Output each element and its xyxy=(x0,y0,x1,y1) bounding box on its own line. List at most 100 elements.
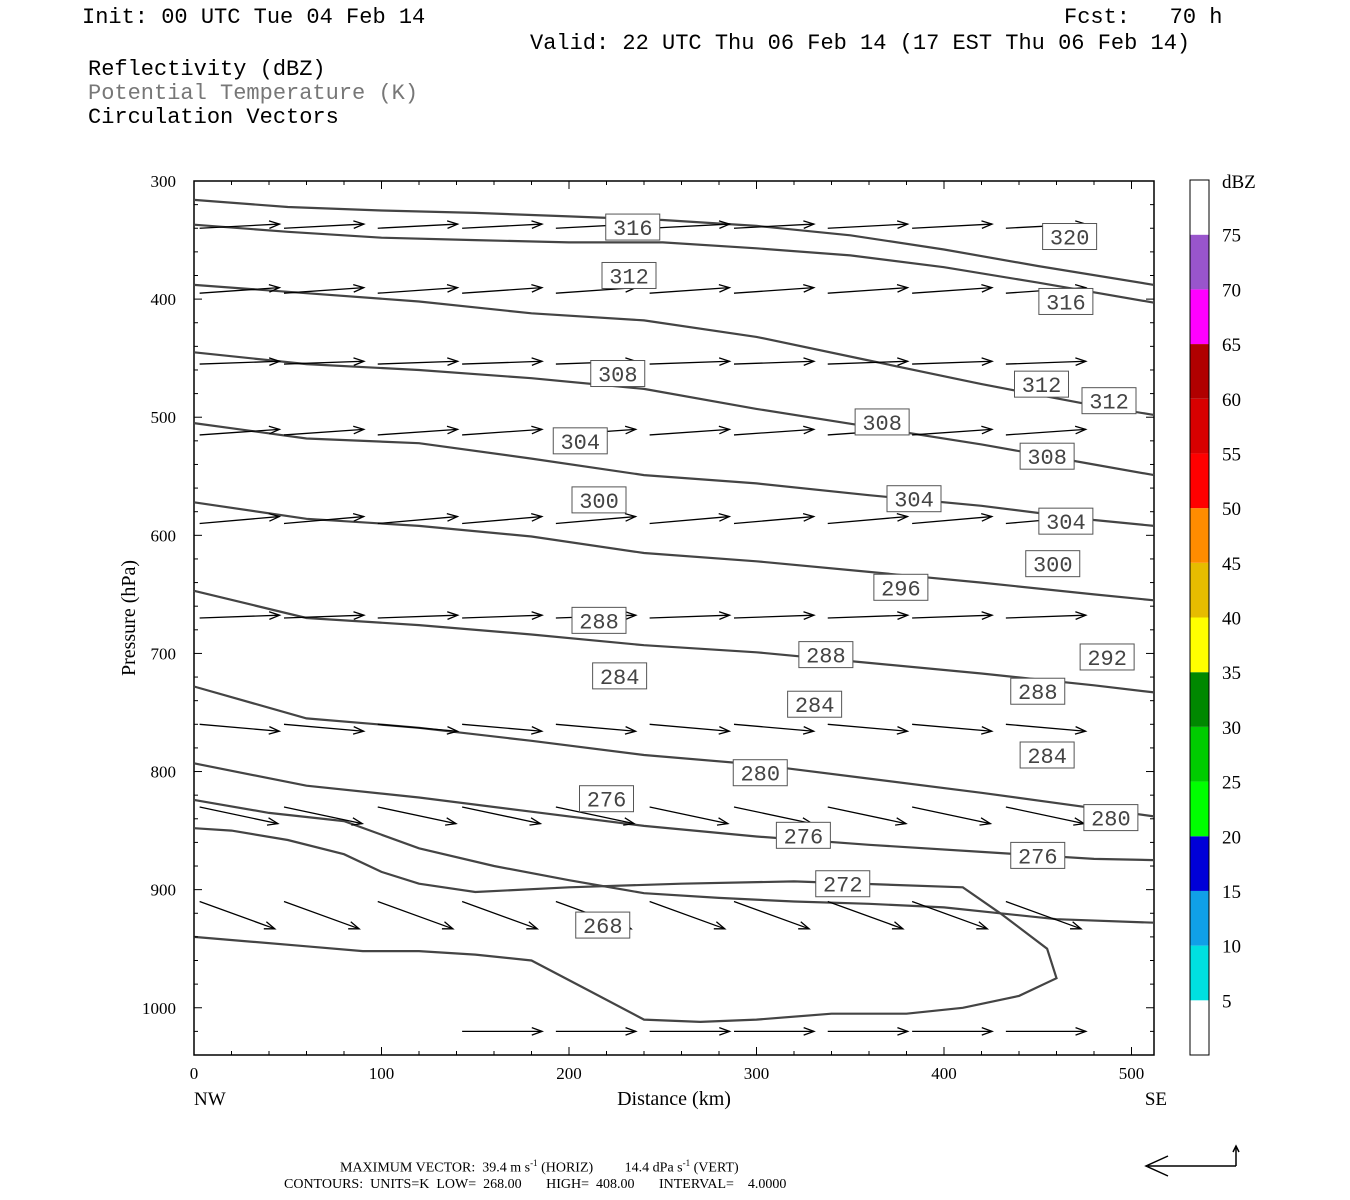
x-tick-label: 200 xyxy=(556,1064,582,1083)
circulation-vector xyxy=(649,357,732,367)
circulation-vector xyxy=(462,425,544,436)
y-tick-label: 500 xyxy=(151,408,177,427)
y-tick-label: 700 xyxy=(151,644,177,663)
potential-temperature-contour xyxy=(193,798,1155,924)
potential-temperature-contour xyxy=(193,589,1155,694)
circulation-vector xyxy=(555,806,636,826)
contour-label-box xyxy=(571,606,627,634)
colorbar-swatch xyxy=(1190,508,1209,563)
init-time: Init: 00 UTC Tue 04 Feb 14 xyxy=(82,5,426,30)
circulation-vector xyxy=(199,723,282,735)
colorbar-swatch xyxy=(1190,781,1209,837)
circulation-vector xyxy=(1005,1026,1088,1036)
potential-temperature-contour xyxy=(193,198,1155,286)
contour-label-box xyxy=(1019,741,1075,769)
circulation-vector xyxy=(377,220,460,229)
contour-label: 288 xyxy=(1018,681,1058,706)
circulation-vector xyxy=(283,806,365,826)
contour-label-box xyxy=(1010,841,1066,869)
circulation-vector xyxy=(734,1026,816,1036)
circulation-vector xyxy=(912,723,994,735)
circulation-vector xyxy=(461,806,543,826)
contour-label-box xyxy=(575,911,631,939)
circulation-vector xyxy=(827,723,910,735)
circulation-vector xyxy=(827,220,910,229)
y-tick-label: 800 xyxy=(151,763,177,782)
colorbar-swatch xyxy=(1190,672,1209,727)
circulation-vector xyxy=(827,1026,910,1036)
circulation-vector xyxy=(199,283,282,294)
colorbar-swatch xyxy=(1190,1000,1209,1055)
contour-label: 288 xyxy=(806,645,846,670)
x-axis: 0 100 200 300 400 500 xyxy=(190,181,1145,1083)
circulation-vector xyxy=(912,283,994,294)
x-tick-label: 500 xyxy=(1119,1064,1145,1083)
colorbar-level-label: 70 xyxy=(1222,280,1241,301)
contour-layer xyxy=(193,198,1155,1024)
contour-label: 304 xyxy=(560,431,600,456)
contour-label-box xyxy=(1081,387,1137,415)
field-reflectivity-label: Reflectivity (dBZ) xyxy=(88,57,326,82)
circulation-vector xyxy=(283,425,366,436)
circulation-vector xyxy=(649,806,730,826)
circulation-vector xyxy=(733,611,816,620)
max-vector-horiz-label: (HORIZ) xyxy=(541,1160,594,1176)
contour-label: 308 xyxy=(1027,446,1067,471)
contour-label: 300 xyxy=(1033,554,1073,579)
contour-label: 320 xyxy=(1050,227,1090,252)
contour-label: 316 xyxy=(1046,291,1086,316)
y-tick-label: 600 xyxy=(151,526,177,545)
x-axis-right-end-label: SE xyxy=(1145,1089,1167,1110)
colorbar-level-label: 25 xyxy=(1222,773,1241,794)
colorbar-swatch xyxy=(1190,617,1209,673)
colorbar-level-label: 40 xyxy=(1222,609,1241,630)
contour-label: 276 xyxy=(784,825,824,850)
contour-label-box xyxy=(592,662,648,690)
contour-label-box xyxy=(605,213,661,241)
circulation-vector xyxy=(199,611,282,620)
contour-label: 308 xyxy=(598,364,638,389)
x-tick-label: 300 xyxy=(744,1064,770,1083)
circulation-vector xyxy=(462,220,544,229)
contour-info: CONTOURS: UNITS=K LOW= 268.00 HIGH= 408.… xyxy=(284,1177,787,1192)
contour-label-box xyxy=(1025,550,1081,578)
circulation-vector xyxy=(649,611,732,620)
contour-label-box xyxy=(798,641,854,669)
colorbar-level-label: 45 xyxy=(1222,554,1241,575)
circulation-vector xyxy=(283,357,366,367)
circulation-vector xyxy=(283,513,366,525)
contour-label: 312 xyxy=(1022,374,1062,399)
y-tick-label: 300 xyxy=(151,172,177,191)
field-circulation-vectors-label: Circulation Vectors xyxy=(88,105,339,130)
contour-label: 284 xyxy=(600,666,640,691)
colorbar-level-label: 60 xyxy=(1222,390,1241,411)
colorbar-frame xyxy=(1189,179,1210,1056)
circulation-vector xyxy=(462,611,544,620)
colorbar-level-label: 15 xyxy=(1222,882,1241,903)
colorbar-level-label: 55 xyxy=(1222,444,1241,465)
circulation-vector xyxy=(199,900,277,930)
circulation-vector xyxy=(649,283,732,294)
contour-label-box xyxy=(590,360,646,388)
contour-label: 292 xyxy=(1087,647,1127,672)
max-vector-note: MAXIMUM VECTOR: 39.4 m s-1 (HORIZ) 14.4 … xyxy=(340,1158,739,1177)
y-tick-label: 900 xyxy=(151,881,177,900)
circulation-vector xyxy=(912,611,994,620)
circulation-vector xyxy=(733,723,816,735)
circulation-vector xyxy=(462,723,544,735)
colorbar-swatch xyxy=(1190,945,1209,1001)
circulation-vector xyxy=(1005,900,1083,930)
circulation-vector xyxy=(649,425,732,436)
contour-label-box xyxy=(579,785,634,813)
colorbar-level-label: 5 xyxy=(1222,991,1232,1012)
contour-label: 284 xyxy=(1027,745,1067,770)
circulation-vector xyxy=(649,1026,732,1036)
circulation-vector xyxy=(283,611,366,620)
circulation-vector xyxy=(733,283,816,294)
potential-temperature-contour xyxy=(193,283,1155,416)
colorbar-unit: dBZ xyxy=(1222,172,1256,193)
contour-label: 316 xyxy=(613,217,653,242)
contour-label: 300 xyxy=(579,490,619,515)
colorbar-level-label: 30 xyxy=(1222,718,1241,739)
circulation-vector xyxy=(283,900,361,930)
